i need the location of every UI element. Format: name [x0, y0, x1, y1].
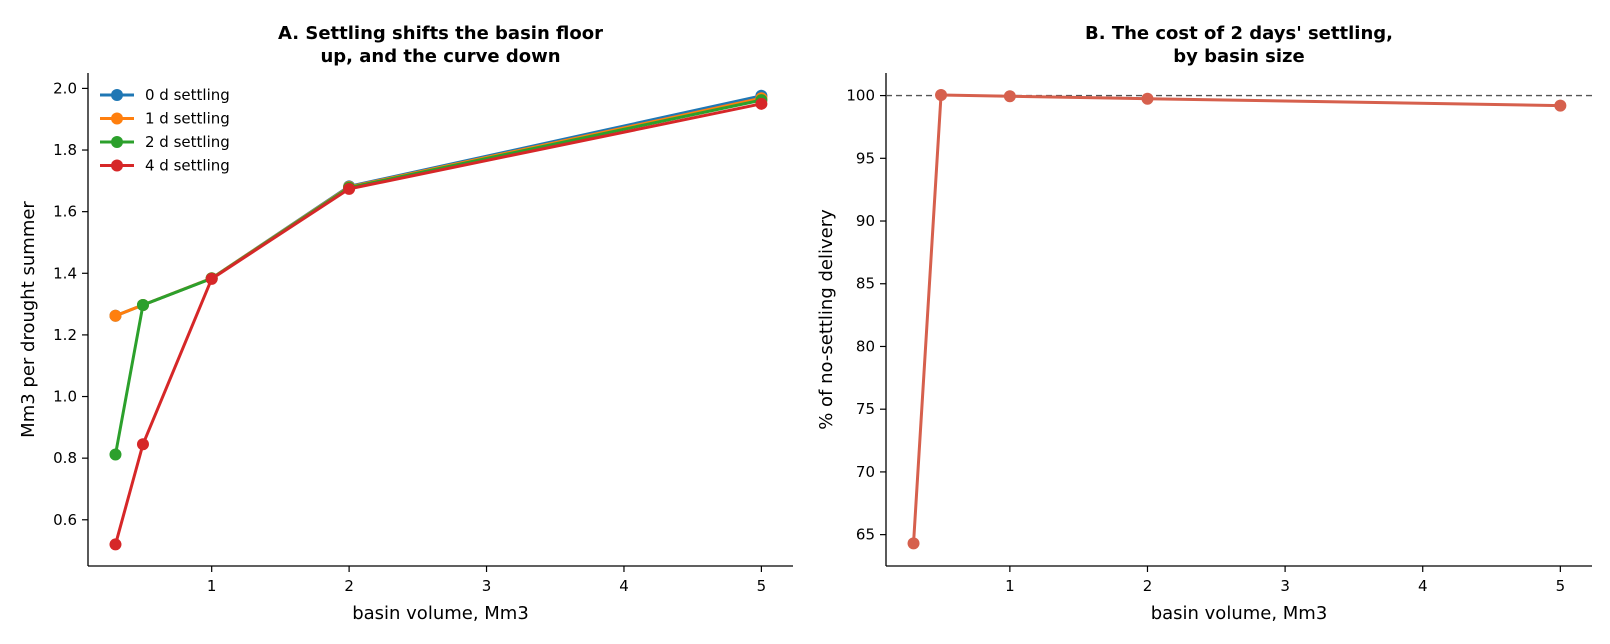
data-point — [109, 309, 122, 322]
y-tick-label: 70 — [856, 463, 875, 481]
legend-label: 2 d settling — [145, 133, 230, 151]
x-tick-label: 3 — [1280, 577, 1290, 595]
x-tick-label: 5 — [757, 577, 767, 595]
series-delivery-ratio — [907, 88, 1567, 550]
legend-marker — [111, 159, 123, 172]
x-tick-label: 2 — [344, 577, 354, 595]
y-tick-label: 65 — [856, 526, 875, 544]
y-tick-label: 2.0 — [53, 79, 77, 97]
y-tick-label: 85 — [856, 275, 875, 293]
chart-title: up, and the curve down — [320, 46, 560, 67]
y-axis-label: Mm3 per drought summer — [18, 201, 39, 438]
x-tick-label: 1 — [1005, 577, 1015, 595]
data-point — [343, 182, 356, 195]
series-4-d-settling — [109, 97, 768, 551]
legend-label: 4 d settling — [145, 157, 230, 175]
legend-label: 0 d settling — [145, 86, 230, 104]
legend-marker — [111, 136, 123, 148]
chart-title: by basin size — [1173, 46, 1304, 67]
y-tick-label: 90 — [856, 212, 875, 230]
series-line — [912, 93, 1561, 544]
y-tick-label: 1.8 — [53, 141, 77, 159]
y-tick-label: 80 — [856, 337, 875, 355]
legend-marker — [111, 112, 123, 125]
chart-title: B. The cost of 2 days' settling, — [1085, 23, 1393, 44]
data-point — [136, 299, 149, 312]
legend-marker — [111, 89, 123, 101]
x-axis-label: basin volume, Mm3 — [1151, 603, 1328, 624]
y-tick-label: 1.6 — [53, 203, 77, 221]
data-point — [205, 272, 218, 285]
data-point — [935, 88, 948, 101]
y-tick-label: 1.4 — [53, 264, 77, 282]
x-tick-label: 1 — [207, 577, 217, 595]
y-tick-label: 1.0 — [53, 388, 77, 406]
y-tick-label: 100 — [846, 87, 875, 105]
data-point — [755, 97, 768, 110]
data-point — [136, 438, 149, 451]
x-tick-label: 2 — [1143, 577, 1153, 595]
x-axis-label: basin volume, Mm3 — [352, 603, 529, 624]
x-tick-label: 4 — [1418, 577, 1428, 595]
y-tick-label: 1.2 — [53, 326, 77, 344]
legend-label: 1 d settling — [145, 110, 230, 128]
legend: 0 d settling 1 d settling 2 d settling 4 d … — [100, 86, 230, 175]
y-axis-label: % of no-settling delivery — [816, 209, 837, 430]
x-tick-label: 4 — [619, 577, 629, 595]
y-tick-label: 95 — [856, 149, 875, 167]
y-tick-label: 0.8 — [53, 449, 77, 467]
x-tick-label: 5 — [1556, 577, 1566, 595]
data-point — [109, 538, 122, 551]
data-point — [1554, 99, 1567, 112]
y-tick-label: 75 — [856, 400, 875, 418]
data-point — [109, 448, 122, 461]
data-point — [1003, 90, 1016, 103]
x-tick-label: 3 — [482, 577, 492, 595]
data-point — [907, 537, 920, 550]
chart-title: A. Settling shifts the basin floor — [278, 23, 603, 44]
data-point — [1141, 92, 1154, 105]
panel-b: B. The cost of 2 days' settling,by basin… — [816, 23, 1592, 624]
y-tick-label: 0.6 — [53, 511, 77, 529]
